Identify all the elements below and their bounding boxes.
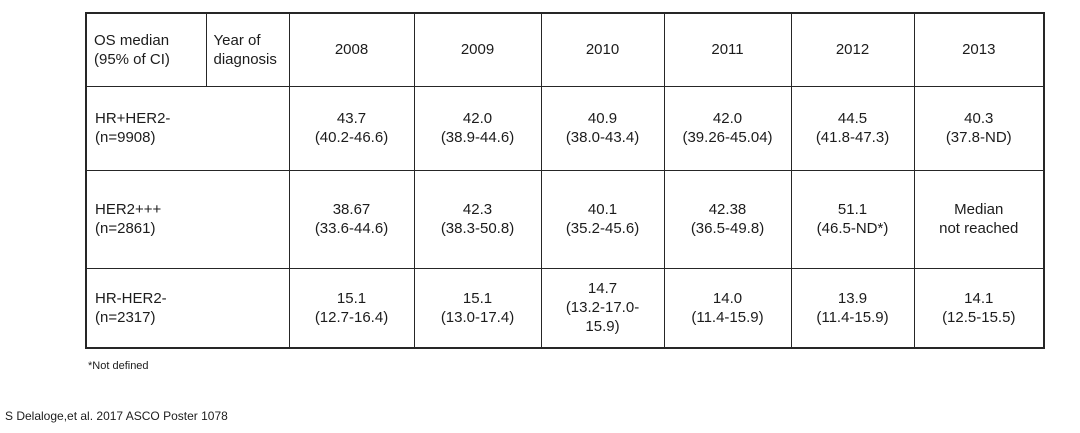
value-cell: 40.9 (38.0-43.4): [540, 85, 665, 171]
value-cell: 13.9 (11.4-15.9): [790, 267, 915, 349]
header-cell-year-2011: 2011: [663, 12, 792, 87]
row-label-cell: HER2+++ (n=2861): [85, 169, 290, 269]
value-cell: 14.7 (13.2-17.0- 15.9): [540, 267, 665, 349]
table-row: HR-HER2- (n=2317) 15.1 (12.7-16.4) 15.1 (1…: [85, 267, 1045, 349]
header-cell-year-2013: 2013: [913, 12, 1045, 87]
value-cell: 40.1 (35.2-45.6): [540, 169, 665, 269]
value-cell: 40.3 (37.8-ND): [913, 85, 1045, 171]
header-cell-year-of-diagnosis: Year of diagnosis: [205, 12, 290, 87]
os-median-table: OS median (95% of CI) Year of diagnosis …: [85, 12, 1045, 349]
value-cell: 51.1 (46.5-ND*): [790, 169, 915, 269]
value-cell: 14.1 (12.5-15.5): [913, 267, 1045, 349]
table-row: HER2+++ (n=2861) 38.67 (33.6-44.6) 42.3 (3…: [85, 169, 1045, 269]
header-cell-year-2009: 2009: [413, 12, 542, 87]
value-cell: 38.67 (33.6-44.6): [288, 169, 415, 269]
value-cell: 42.38 (36.5-49.8): [663, 169, 792, 269]
value-cell: 42.0 (38.9-44.6): [413, 85, 542, 171]
header-cell-year-2008: 2008: [288, 12, 415, 87]
value-cell: 15.1 (13.0-17.4): [413, 267, 542, 349]
footnote-not-defined: *Not defined: [88, 360, 149, 372]
row-label-cell: HR+HER2- (n=9908): [85, 85, 290, 171]
table-container: OS median (95% of CI) Year of diagnosis …: [85, 12, 1045, 349]
value-cell: 14.0 (11.4-15.9): [663, 267, 792, 349]
value-cell: 15.1 (12.7-16.4): [288, 267, 415, 349]
value-cell: 43.7 (40.2-46.6): [288, 85, 415, 171]
value-cell: 42.0 (39.26-45.04): [663, 85, 792, 171]
value-cell: 44.5 (41.8-47.3): [790, 85, 915, 171]
value-cell: 42.3 (38.3-50.8): [413, 169, 542, 269]
header-cell-year-2012: 2012: [790, 12, 915, 87]
row-label-cell: HR-HER2- (n=2317): [85, 267, 290, 349]
table-header-row: OS median (95% of CI) Year of diagnosis …: [85, 12, 1045, 87]
table-body: HR+HER2- (n=9908) 43.7 (40.2-46.6) 42.0 (3…: [85, 85, 1045, 349]
table-row: HR+HER2- (n=9908) 43.7 (40.2-46.6) 42.0 (3…: [85, 85, 1045, 171]
header-cell-year-2010: 2010: [540, 12, 665, 87]
header-cell-os-median: OS median (95% of CI): [85, 12, 207, 87]
citation: S Delaloge,et al. 2017 ASCO Poster 1078: [5, 409, 228, 423]
value-cell: Median not reached: [913, 169, 1045, 269]
